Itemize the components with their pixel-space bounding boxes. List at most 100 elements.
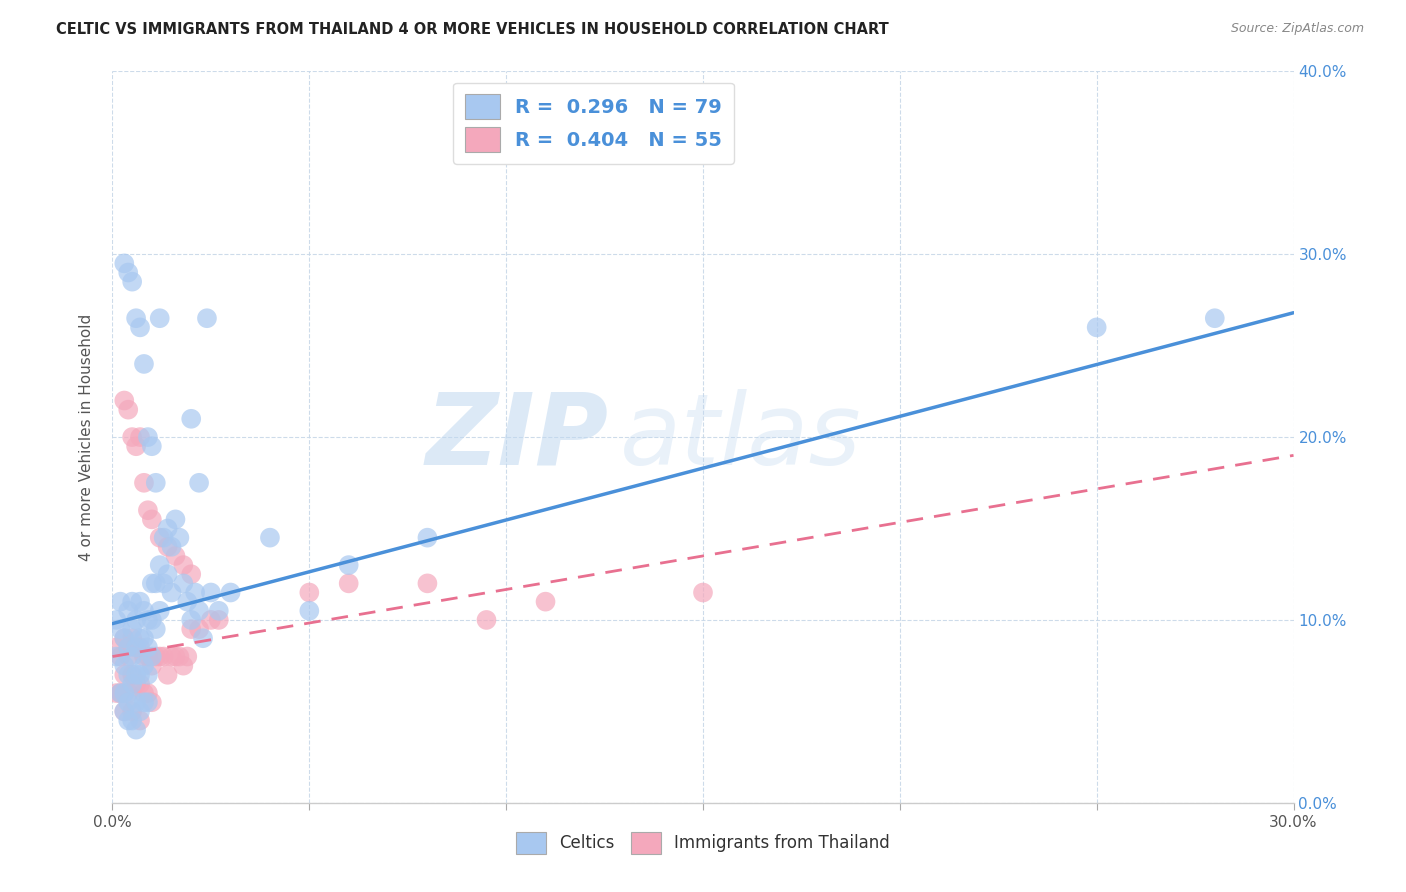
Point <box>152 649 174 664</box>
Point <box>105 640 128 655</box>
Point <box>125 723 148 737</box>
Point <box>191 632 214 646</box>
Point <box>165 549 187 563</box>
Point <box>188 622 211 636</box>
Point <box>105 613 128 627</box>
Point <box>152 531 174 545</box>
Y-axis label: 4 or more Vehicles in Household: 4 or more Vehicles in Household <box>79 313 94 561</box>
Point <box>105 649 128 664</box>
Point <box>195 311 218 326</box>
Point <box>125 640 148 655</box>
Point <box>298 585 321 599</box>
Point <box>184 585 207 599</box>
Point <box>176 649 198 664</box>
Point <box>149 558 172 573</box>
Point <box>129 705 152 719</box>
Point <box>105 686 128 700</box>
Point <box>110 686 132 700</box>
Point <box>141 576 163 591</box>
Point <box>298 604 321 618</box>
Point <box>110 649 132 664</box>
Point <box>180 412 202 426</box>
Point <box>141 658 163 673</box>
Point <box>117 695 139 709</box>
Text: ZIP: ZIP <box>426 389 609 485</box>
Text: Source: ZipAtlas.com: Source: ZipAtlas.com <box>1230 22 1364 36</box>
Point <box>125 667 148 681</box>
Point <box>121 677 143 691</box>
Point <box>136 430 159 444</box>
Legend: Celtics, Immigrants from Thailand: Celtics, Immigrants from Thailand <box>509 826 897 860</box>
Point <box>1085 320 1108 334</box>
Point <box>141 439 163 453</box>
Point <box>129 594 152 608</box>
Point <box>337 576 360 591</box>
Point <box>172 658 194 673</box>
Point <box>149 604 172 618</box>
Point <box>149 531 172 545</box>
Point <box>165 512 187 526</box>
Point <box>149 311 172 326</box>
Point <box>169 531 191 545</box>
Point <box>121 667 143 681</box>
Point <box>152 576 174 591</box>
Point <box>112 667 135 681</box>
Point <box>208 604 231 618</box>
Point <box>112 705 135 719</box>
Point <box>121 649 143 664</box>
Point <box>141 649 163 664</box>
Point <box>136 640 159 655</box>
Point <box>121 632 143 646</box>
Point <box>117 640 139 655</box>
Point <box>141 613 163 627</box>
Point <box>132 686 155 700</box>
Point <box>125 677 148 691</box>
Point <box>219 585 242 599</box>
Point <box>121 594 143 608</box>
Point <box>136 613 159 627</box>
Point <box>129 632 152 646</box>
Point <box>200 613 222 627</box>
Point <box>136 649 159 664</box>
Point <box>475 613 498 627</box>
Point <box>172 576 194 591</box>
Point <box>132 632 155 646</box>
Point <box>112 658 135 673</box>
Point <box>176 594 198 608</box>
Point <box>121 430 143 444</box>
Point <box>180 567 202 582</box>
Point <box>121 275 143 289</box>
Point <box>125 695 148 709</box>
Point <box>145 475 167 490</box>
Point <box>110 622 132 636</box>
Point <box>129 677 152 691</box>
Point <box>200 585 222 599</box>
Point <box>132 604 155 618</box>
Point <box>149 649 172 664</box>
Point <box>117 604 139 618</box>
Point <box>121 705 143 719</box>
Point <box>172 558 194 573</box>
Point <box>112 256 135 270</box>
Point <box>129 667 152 681</box>
Point <box>112 705 135 719</box>
Point <box>110 594 132 608</box>
Point <box>169 649 191 664</box>
Point <box>1204 311 1226 326</box>
Point <box>156 540 179 554</box>
Point <box>160 540 183 554</box>
Point <box>125 613 148 627</box>
Point <box>136 667 159 681</box>
Point <box>112 632 135 646</box>
Point <box>117 667 139 681</box>
Point <box>117 714 139 728</box>
Point <box>132 649 155 664</box>
Point <box>534 594 557 608</box>
Point <box>110 686 132 700</box>
Point <box>188 604 211 618</box>
Point <box>112 393 135 408</box>
Point <box>117 649 139 664</box>
Point <box>117 402 139 417</box>
Point <box>208 613 231 627</box>
Point <box>145 649 167 664</box>
